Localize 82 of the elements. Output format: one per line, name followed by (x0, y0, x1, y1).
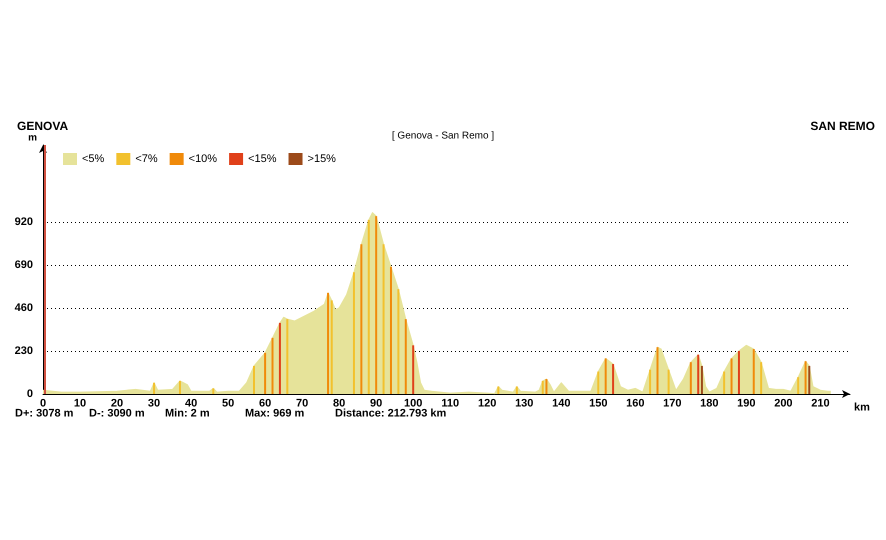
x-tick-label: 200 (774, 398, 793, 410)
bar (612, 364, 614, 394)
y-tick-label: 460 (14, 302, 33, 314)
bar (604, 358, 607, 394)
bar (397, 289, 400, 394)
x-tick-label: 70 (296, 398, 308, 410)
text: Distance: 212.793 km (335, 408, 447, 420)
x-axis-title: km (854, 402, 870, 414)
bar (253, 366, 256, 394)
bar (272, 338, 274, 394)
bar (516, 386, 518, 394)
x-tick-label: 0 (40, 398, 46, 410)
text: D+: 3078 m (15, 408, 74, 420)
y-tick-label: 230 (14, 344, 33, 357)
bar (375, 216, 378, 394)
bar (352, 272, 355, 394)
x-tick-label: 120 (478, 398, 496, 410)
bar (697, 354, 700, 394)
x-tick-label: 210 (811, 398, 830, 410)
bar (412, 345, 414, 394)
bar (668, 370, 670, 394)
text: GENOVA (17, 119, 68, 133)
x-tick-label: 160 (626, 398, 644, 410)
y-axis-title: m (28, 132, 38, 144)
x-tick-label: 190 (737, 398, 756, 410)
x-tick-label: 130 (515, 398, 534, 410)
x-tick-label: 30 (148, 398, 160, 410)
x-tick-label: 50 (222, 398, 234, 410)
text: SAN REMO (810, 119, 875, 133)
bar (804, 361, 807, 394)
bar (649, 370, 652, 394)
bar (382, 244, 385, 394)
x-tick-label: 170 (663, 398, 682, 410)
bar (690, 362, 692, 394)
x-tick-label: 10 (74, 398, 86, 410)
x-tick-label: 140 (552, 398, 570, 410)
x-tick-label: 80 (333, 398, 346, 410)
legend-label: <10% (188, 153, 218, 165)
bar (752, 349, 755, 394)
y-tick-label: 0 (26, 388, 33, 400)
chart-title: [ Genova - San Remo ] (392, 130, 494, 142)
x-tick-label: 150 (589, 398, 608, 410)
x-tick-label: 100 (404, 398, 422, 410)
bar (153, 382, 156, 394)
bar (700, 366, 703, 394)
bar (360, 244, 362, 394)
x-tick-label: 90 (370, 398, 382, 410)
legend-label: <15% (248, 153, 277, 165)
x-tick-label: 180 (700, 398, 719, 410)
bar (730, 358, 733, 394)
bar (797, 377, 800, 394)
x-tick-label: 20 (110, 398, 124, 410)
bar (723, 372, 726, 394)
bar (327, 292, 330, 394)
x-tick-label: 40 (184, 398, 198, 410)
bar (597, 372, 600, 394)
bar (808, 366, 810, 394)
bar (738, 350, 740, 394)
y-tick-label: 690 (14, 258, 33, 271)
bar (178, 380, 181, 394)
bar (278, 322, 281, 394)
bar (404, 319, 407, 394)
x-tick-label: 110 (441, 398, 460, 410)
bar (656, 347, 659, 394)
bar (330, 300, 333, 394)
text: Min: 2 m (165, 408, 210, 420)
bar (368, 220, 370, 394)
x-tick-label: 60 (258, 398, 272, 410)
bar (497, 386, 500, 394)
bar (390, 266, 392, 394)
bar (760, 362, 762, 394)
bar (264, 352, 266, 394)
bar (286, 319, 288, 394)
bar (545, 379, 548, 394)
legend-label: <5% (82, 153, 105, 165)
legend-label: <7% (135, 153, 158, 165)
y-tick-label: 920 (14, 216, 33, 228)
bar (542, 380, 544, 394)
text: D-: 3090 m (89, 408, 145, 420)
text: Max: 969 m (245, 408, 305, 420)
bar (212, 388, 214, 394)
legend-label: >15% (308, 153, 336, 165)
